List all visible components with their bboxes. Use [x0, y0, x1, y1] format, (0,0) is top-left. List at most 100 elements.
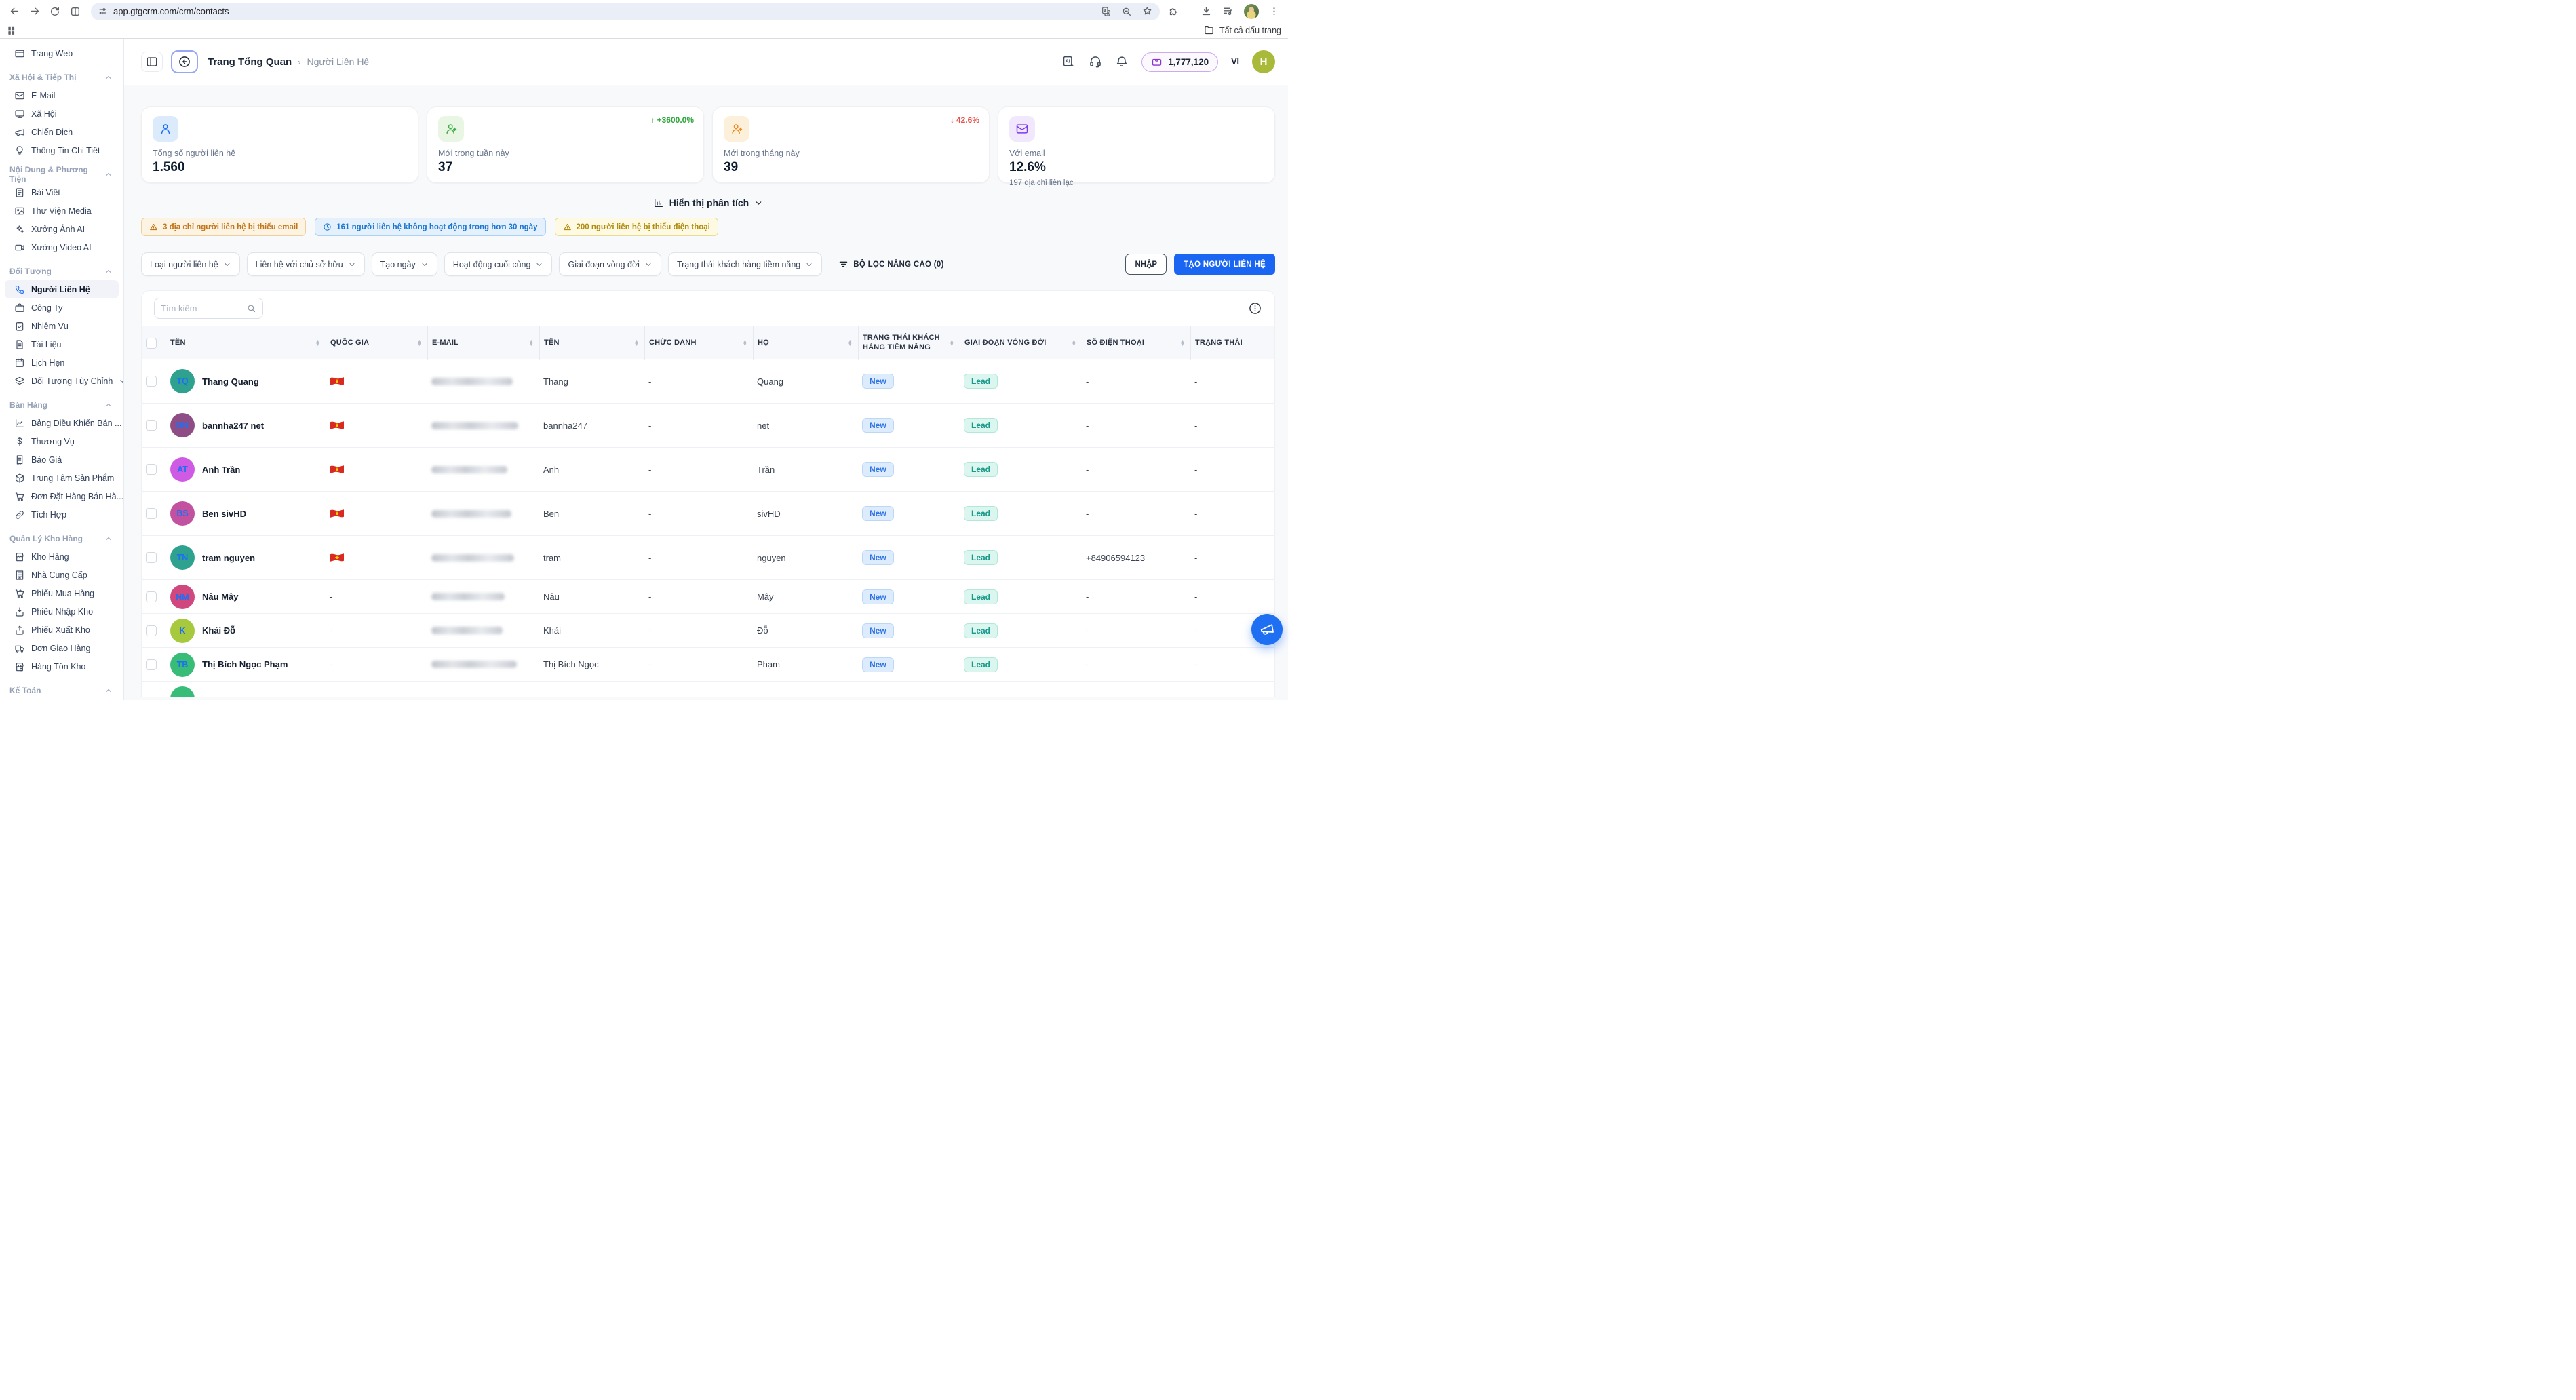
advanced-filter-button[interactable]: BỘ LỌC NÂNG CAO (0)	[838, 259, 943, 269]
contact-name[interactable]: Nâu Mây	[202, 591, 238, 602]
search-input[interactable]	[161, 303, 246, 313]
alert-chip[interactable]: 200 người liên hệ bị thiếu điện thoại	[555, 218, 718, 236]
contact-name-cell[interactable]: TNtram nguyen	[166, 545, 326, 570]
contact-name[interactable]: Anh Trần	[202, 465, 240, 475]
sort-icon[interactable]: ▲▼	[1072, 340, 1076, 347]
sidebar-section-title[interactable]: Kế Toán	[0, 681, 123, 699]
sidebar-item[interactable]: Lịch Hẹn	[5, 353, 119, 372]
sort-icon[interactable]: ▲▼	[417, 340, 422, 347]
translate-icon[interactable]	[1101, 6, 1112, 17]
column-header[interactable]: TRẠNG THÁI KHÁCH HÀNG TIỀM NĂNG▲▼	[858, 326, 960, 360]
filter-dropdown[interactable]: Tạo ngày	[372, 252, 437, 276]
table-row[interactable]: TQThang QuangThang-QuangNewLead--	[142, 359, 1274, 404]
breadcrumb-overview[interactable]: Trang Tổng Quan	[208, 56, 292, 68]
sort-icon[interactable]: ▲▼	[634, 340, 639, 347]
contact-name[interactable]: Thị Bích Ngọc Phạm	[202, 659, 288, 669]
sidebar-item[interactable]: Báo Giá	[5, 450, 119, 469]
filter-dropdown[interactable]: Giai đoạn vòng đời	[559, 252, 661, 276]
column-header[interactable]: TÊN▲▼	[539, 326, 644, 360]
contact-name-cell[interactable]: BSBen sivHD	[166, 501, 326, 526]
bookmark-star-icon[interactable]	[1141, 5, 1153, 17]
apps-grid-icon[interactable]	[7, 26, 16, 35]
select-all-checkbox[interactable]	[146, 338, 157, 349]
extensions-icon[interactable]	[1168, 5, 1179, 17]
sidebar-section-title[interactable]: Đối Tượng	[0, 262, 123, 280]
column-header[interactable]: QUỐC GIA▲▼	[326, 326, 427, 360]
reading-list-icon[interactable]	[1222, 5, 1234, 17]
column-header[interactable]: TÊN▲▼	[166, 326, 326, 360]
column-header[interactable]: E-MAIL▲▼	[427, 326, 539, 360]
contact-name-cell[interactable]: TQThang Quang	[166, 369, 326, 393]
sort-icon[interactable]: ▲▼	[743, 340, 747, 347]
show-analytics-toggle[interactable]: Hiển thị phân tích	[141, 197, 1275, 208]
row-checkbox[interactable]	[146, 420, 157, 431]
sidebar-section-title[interactable]: Xã Hội & Tiếp Thị	[0, 68, 123, 86]
contact-name-cell[interactable]: BNbannha247 net	[166, 413, 326, 438]
sort-icon[interactable]: ▲▼	[529, 340, 534, 347]
sort-icon[interactable]: ▲▼	[950, 340, 954, 347]
sidebar-item[interactable]: Thương Vụ	[5, 432, 119, 450]
all-bookmarks-label[interactable]: Tất cả dấu trang	[1219, 26, 1281, 35]
table-row[interactable]: NMNâu Mây-Nâu-MâyNewLead--	[142, 580, 1274, 614]
notifications-bell-icon[interactable]	[1115, 55, 1129, 69]
sidebar-item[interactable]: Phiếu Xuất Kho	[5, 621, 119, 639]
sidebar-item[interactable]: Trang Web	[5, 44, 119, 62]
contact-name[interactable]: tram nguyen	[202, 553, 255, 563]
alert-chip[interactable]: 161 người liên hệ không hoạt động trong …	[315, 218, 545, 236]
ai-assistant-icon[interactable]: AI	[1061, 55, 1076, 69]
sidebar-item[interactable]: Tài Liệu	[5, 335, 119, 353]
sidebar-item[interactable]: Tích Hợp	[5, 505, 119, 524]
url-text[interactable]: app.gtgcrm.com/crm/contacts	[113, 6, 1101, 16]
sidebar-item[interactable]: Thông Tin Chi Tiết	[5, 141, 119, 159]
sidebar-item[interactable]: Đối Tượng Tùy Chỉnh	[5, 372, 119, 390]
table-options-icon[interactable]	[1248, 301, 1262, 315]
import-button[interactable]: NHẬP	[1125, 254, 1167, 275]
sort-icon[interactable]: ▲▼	[1180, 340, 1185, 347]
contact-name[interactable]: Thang Quang	[202, 376, 259, 387]
zoom-out-icon[interactable]	[1121, 6, 1132, 17]
row-checkbox[interactable]	[146, 591, 157, 602]
browser-menu-icon[interactable]	[1269, 6, 1279, 16]
sidebar-item[interactable]: Chiến Dịch	[5, 123, 119, 141]
contact-name[interactable]: Ben sivHD	[202, 509, 246, 519]
contact-name-cell[interactable]: NMNâu Mây	[166, 585, 326, 609]
user-avatar[interactable]: H	[1252, 50, 1275, 73]
table-row[interactable]: KKhải Đỗ-Khải-ĐỗNewLead--	[142, 614, 1274, 648]
announcements-fab[interactable]	[1251, 614, 1283, 645]
filter-dropdown[interactable]: Trạng thái khách hàng tiềm năng	[668, 252, 822, 276]
sort-icon[interactable]: ▲▼	[315, 340, 320, 347]
sidebar-item[interactable]: Bảng Điều Khiển Bán ...	[5, 414, 119, 432]
sidebar-item[interactable]: Xưởng Ảnh AI	[5, 220, 119, 238]
column-header[interactable]: GIAI ĐOẠN VÒNG ĐỜI▲▼	[960, 326, 1082, 360]
row-checkbox[interactable]	[146, 659, 157, 670]
row-checkbox[interactable]	[146, 552, 157, 563]
sidebar-item[interactable]: Phiếu Nhập Kho	[5, 602, 119, 621]
sidebar-item[interactable]: Phiếu Mua Hàng	[5, 584, 119, 602]
contact-name-cell[interactable]: TBThị Bích Ngọc Phạm	[166, 653, 326, 677]
table-row[interactable]: BSBen sivHDBen-sivHDNewLead--	[142, 492, 1274, 536]
sidebar-section-title[interactable]: Quản Lý Kho Hàng	[0, 529, 123, 547]
sidebar-item[interactable]: Hàng Tồn Kho	[5, 657, 119, 676]
support-headset-icon[interactable]	[1089, 55, 1102, 69]
address-bar[interactable]: app.gtgcrm.com/crm/contacts	[91, 3, 1160, 20]
sidebar-section-title[interactable]: Bán Hàng	[0, 395, 123, 414]
back-button[interactable]	[171, 50, 198, 73]
split-view-icon[interactable]	[66, 3, 84, 20]
alert-chip[interactable]: 3 địa chỉ người liên hệ bị thiếu email	[141, 218, 306, 236]
filter-dropdown[interactable]: Liên hệ với chủ sở hữu	[247, 252, 365, 276]
sidebar-toggle-icon[interactable]	[141, 52, 163, 72]
sidebar-item[interactable]: E-Mail	[5, 86, 119, 104]
table-row[interactable]: ATAnh TrầnAnh-TrầnNewLead--	[142, 448, 1274, 492]
row-checkbox[interactable]	[146, 376, 157, 387]
table-row[interactable]: BNbannha247 netbannha247-netNewLead--	[142, 404, 1274, 448]
downloads-icon[interactable]	[1201, 5, 1212, 17]
tune-icon[interactable]	[98, 6, 108, 16]
row-checkbox[interactable]	[146, 508, 157, 519]
sidebar-item[interactable]: Người Liên Hệ	[5, 280, 119, 298]
sidebar-item[interactable]: Bài Viết	[5, 183, 119, 201]
browser-profile-avatar[interactable]	[1244, 4, 1259, 19]
contact-name[interactable]: bannha247 net	[202, 421, 264, 431]
browser-forward-icon[interactable]	[26, 3, 43, 20]
contact-name[interactable]: Khải Đỗ	[202, 625, 235, 636]
filter-dropdown[interactable]: Hoạt động cuối cùng	[444, 252, 553, 276]
